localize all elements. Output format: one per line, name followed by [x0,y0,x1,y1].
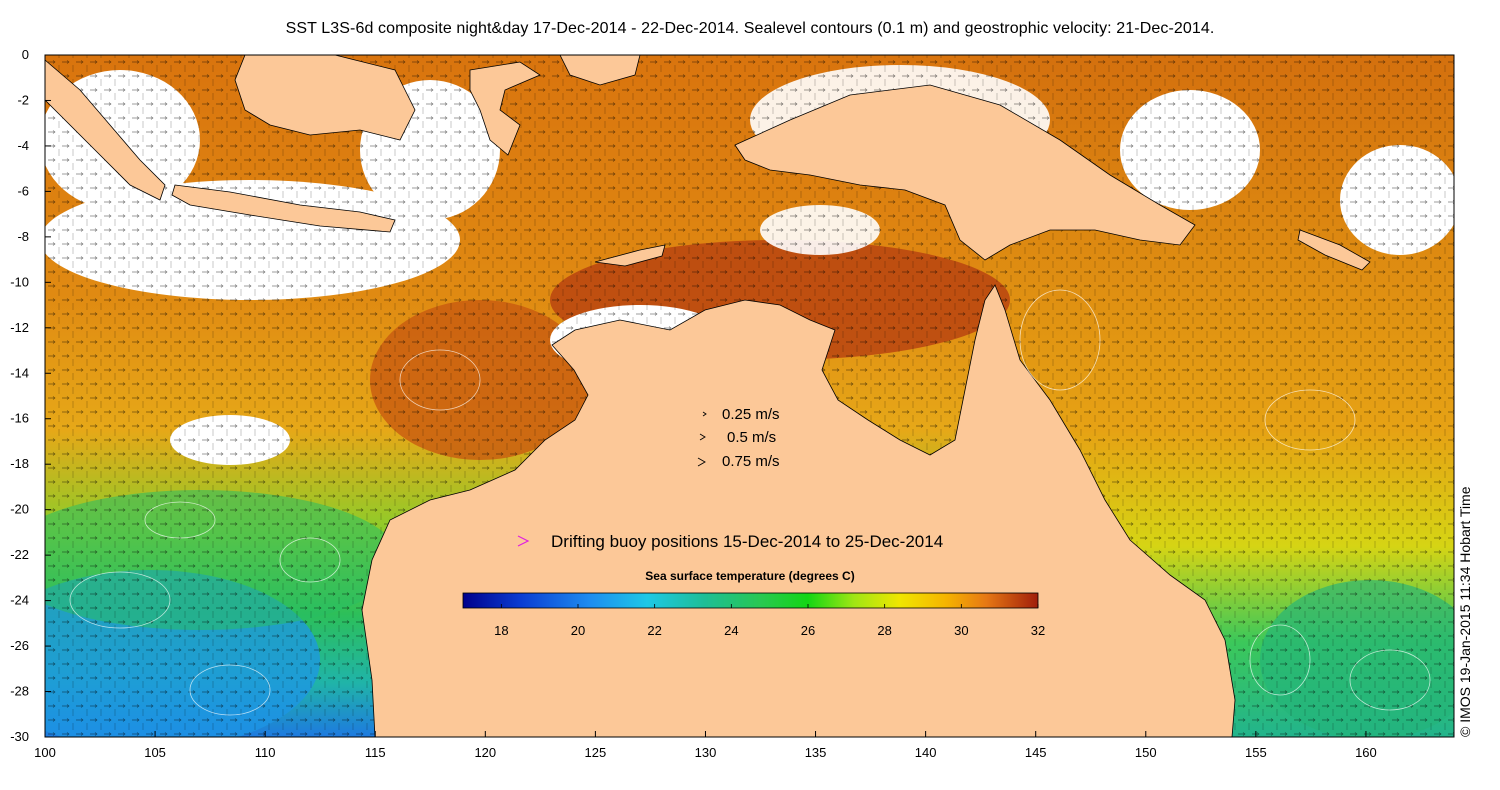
x-tick-label: 145 [1025,745,1047,760]
colorbar-title: Sea surface temperature (degrees C) [645,569,854,583]
y-tick-label: -30 [10,729,29,744]
y-tick-label: -12 [10,320,29,335]
colorbar: Sea surface temperature (degrees C) 18 20… [462,569,1045,638]
y-tick-label: -22 [10,547,29,562]
map-frame [44,54,1455,738]
timor-landmass [594,244,666,267]
credit-text: © IMOS 19-Jan-2015 11:34 Hobart Time [1457,486,1473,737]
solomon-islands [1297,229,1371,271]
colorbar-ticks: 18 20 22 24 26 28 30 32 [494,604,1045,638]
x-tick-label: 105 [144,745,166,760]
y-tick-label: -24 [10,593,29,608]
x-tick-label: 130 [695,745,717,760]
y-tick-label: -26 [10,638,29,653]
buoy-legend: Drifting buoy positions 15-Dec-2014 to 2… [517,532,943,551]
x-tick-label: 150 [1135,745,1157,760]
colorbar-tick-label: 18 [494,623,508,638]
borneo-landmass [234,55,416,141]
y-tick-label: -20 [10,502,29,517]
velocity-legend-entry: 0.5 m/s [699,429,776,446]
velocity-arrow-icon [702,411,707,417]
mindanao-landmass [559,55,641,86]
x-axis: 100 105 110 115 120 125 130 135 140 145 150 155 160 [34,731,1377,760]
y-tick-label: -10 [10,274,29,289]
colorbar-tick-label: 20 [571,623,585,638]
x-tick-label: 115 [365,745,386,760]
y-tick-label: -2 [17,92,29,107]
x-tick-label: 155 [1245,745,1267,760]
sulawesi-landmass [469,61,541,156]
y-tick-label: -4 [17,138,29,153]
velocity-legend-entry: 0.25 m/s [702,406,780,423]
x-tick-label: 160 [1355,745,1377,760]
colorbar-tick-label: 30 [954,623,968,638]
y-tick-label: -16 [10,411,29,426]
page-title: SST L3S-6d composite night&day 17-Dec-20… [285,20,1215,37]
y-axis: 0 -2 -4 -6 -8 -10 -12 -14 -16 -18 -20 -22 -24 -26 -28 -… [10,47,51,744]
x-tick-label: 125 [585,745,607,760]
java-landmass [171,184,396,233]
y-tick-label: 0 [22,47,29,62]
x-tick-label: 140 [915,745,937,760]
x-tick-label: 135 [805,745,827,760]
sumatra-landmass [45,59,166,201]
y-tick-label: -8 [17,229,29,244]
colorbar-tick-label: 24 [724,623,738,638]
buoy-legend-label: Drifting buoy positions 15-Dec-2014 to 2… [551,532,943,551]
y-tick-label: -18 [10,456,29,471]
velocity-arrow-icon [697,457,706,467]
y-tick-label: -14 [10,365,29,380]
map-area: 100 105 110 115 120 125 130 135 140 145 150 155 160 … [10,47,1455,760]
land [45,55,1371,737]
velocity-legend-label-075: 0.75 m/s [722,453,780,470]
colorbar-gradient [462,592,1039,609]
y-tick-label: -6 [17,183,29,198]
velocity-legend-entry: 0.75 m/s [697,453,780,470]
colorbar-tick-label: 22 [647,623,661,638]
x-tick-label: 120 [474,745,496,760]
chevron-right-icon [517,535,530,547]
velocity-arrow-icon [699,433,706,441]
sealevel-contours [69,289,1431,716]
colorbar-tick-label: 32 [1031,623,1045,638]
y-tick-label: -28 [10,684,29,699]
colorbar-tick-label: 28 [877,623,891,638]
x-tick-label: 110 [255,745,276,760]
x-tick-label: 100 [34,745,56,760]
australia-landmass [361,284,1236,737]
new-guinea-landmass [734,84,1196,261]
velocity-legend-label-025: 0.25 m/s [722,406,780,423]
colorbar-tick-label: 26 [801,623,815,638]
velocity-legend-label-05: 0.5 m/s [727,429,776,446]
velocity-legend: 0.25 m/s 0.5 m/s 0.75 m/s [697,406,780,470]
